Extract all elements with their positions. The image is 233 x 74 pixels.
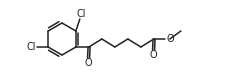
Text: Cl: Cl bbox=[76, 9, 86, 19]
Text: Cl: Cl bbox=[26, 42, 36, 52]
Text: O: O bbox=[167, 34, 175, 44]
Text: O: O bbox=[150, 50, 157, 59]
Text: O: O bbox=[85, 57, 92, 67]
